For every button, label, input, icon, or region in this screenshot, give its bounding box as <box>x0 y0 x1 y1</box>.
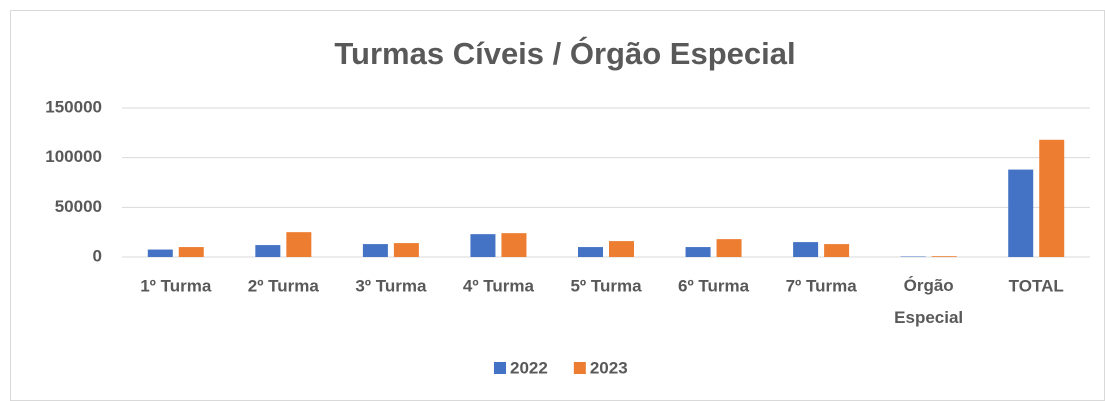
x-tick-label: 2º Turma <box>248 276 320 295</box>
y-tick-label: 100000 <box>45 147 102 166</box>
y-tick-label: 50000 <box>55 197 102 216</box>
legend-label: 2023 <box>590 358 628 377</box>
bar <box>824 244 850 257</box>
bar <box>685 247 711 257</box>
x-tick-label: 1º Turma <box>140 276 212 295</box>
bar <box>470 234 496 257</box>
bar <box>609 241 634 257</box>
x-tick-label: 5º Turma <box>570 276 642 295</box>
y-tick-label: 0 <box>93 246 102 265</box>
x-tick-label: TOTAL <box>1009 276 1064 295</box>
bar <box>147 249 173 257</box>
x-tick-label: 3º Turma <box>355 276 427 295</box>
bar <box>1039 139 1065 257</box>
x-tick-label: Órgão Especial <box>894 276 963 327</box>
bar <box>286 232 312 257</box>
bar <box>931 256 957 257</box>
legend-swatch <box>573 362 586 374</box>
bar <box>501 233 527 257</box>
bar <box>178 247 204 257</box>
bar <box>255 245 281 257</box>
x-tick-label: 7º Turma <box>786 276 858 295</box>
chart-title: Turmas Cíveis / Órgão Especial <box>334 35 795 71</box>
y-tick-label: 150000 <box>45 97 102 116</box>
bar <box>578 247 603 257</box>
bar <box>393 243 419 257</box>
x-tick-label: 4º Turma <box>463 276 535 295</box>
bar <box>716 239 742 257</box>
chart-border <box>10 10 1105 401</box>
legend-swatch <box>494 362 506 374</box>
legend-label: 2022 <box>510 358 548 377</box>
bar <box>1008 169 1034 257</box>
x-tick-label: 6º Turma <box>678 276 750 295</box>
bar <box>793 242 819 257</box>
bar <box>362 244 388 257</box>
